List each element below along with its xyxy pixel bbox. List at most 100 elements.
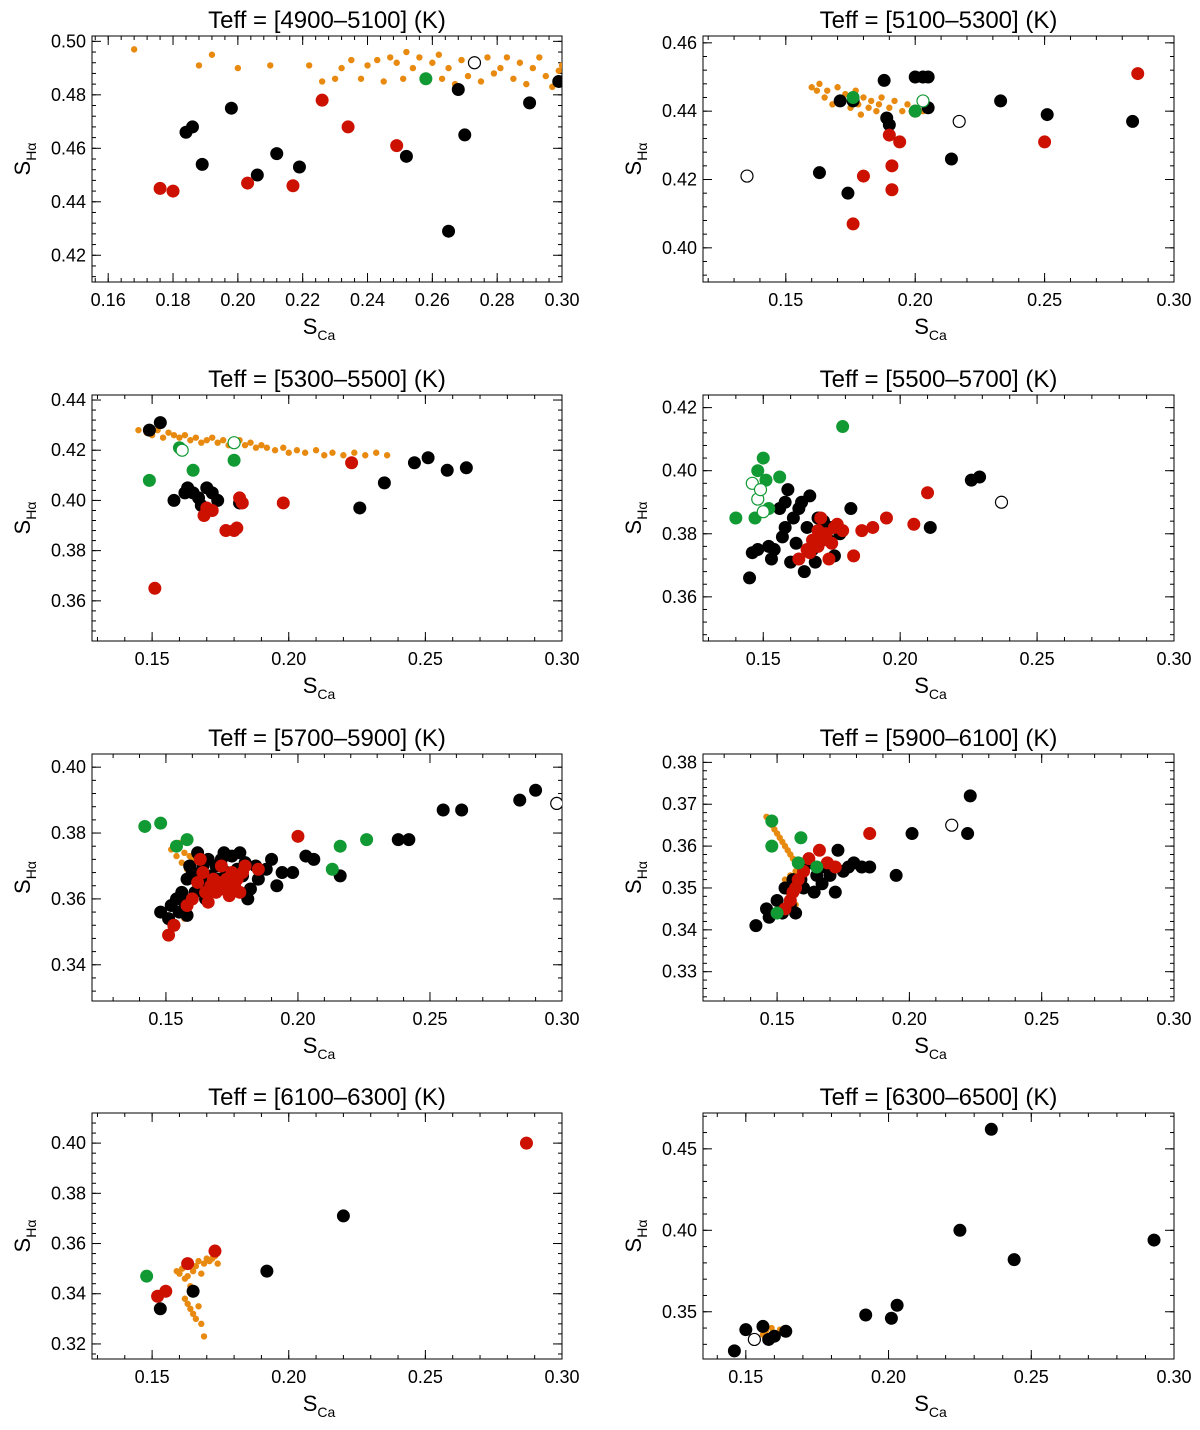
data-point-black [815,877,829,891]
y-tick-label: 0.38 [51,541,86,561]
data-point-orange [503,54,511,61]
data-point-red [196,866,210,880]
chart-title: Teff = [5700–5900] (K) [208,725,446,752]
data-point-orange [558,62,562,69]
data-point-red [148,581,162,595]
x-tick-label: 0.15 [746,649,781,669]
data-point-red [879,511,893,525]
data-point-orange [252,444,260,451]
data-point-red [238,859,252,873]
data-point-black [270,147,284,161]
data-point-red [802,852,816,866]
data-point-green [836,420,850,434]
data-point-orange [195,1257,202,1265]
data-point-black [751,543,765,557]
data-point-red [863,827,877,841]
x-axis-label-subscript: Ca [929,1046,947,1062]
data-point-black [786,511,800,525]
data-point-orange [170,431,178,439]
data-point-green [765,814,779,828]
data-point-red [882,128,896,142]
data-point-orange [312,447,320,454]
data-point-red [185,892,199,906]
data-point-orange [497,64,504,72]
y-tick-label: 0.36 [51,591,86,611]
data-point-black [756,1319,770,1333]
data-point-red [286,179,300,193]
data-point-orange [234,64,242,72]
data-point-black [1126,114,1140,128]
data-point-red [921,486,935,500]
data-point-orange [516,59,524,66]
y-tick-label: 0.33 [662,962,697,982]
data-point-orange [271,447,279,454]
data-point-black [1040,108,1054,122]
y-tick-label: 0.45 [662,1139,697,1159]
data-point-red [214,859,228,873]
data-point-green [759,473,773,487]
y-tick-label: 0.36 [51,1234,86,1254]
data-point-green [169,839,183,853]
x-axis-label-subscript: Ca [317,686,335,702]
data-points [749,789,977,933]
data-point-black [442,224,456,238]
data-point-orange [178,859,185,866]
data-point-red [812,843,826,857]
data-point-orange [241,442,249,449]
data-point-orange [904,101,911,108]
x-tick-label: 0.30 [544,1009,579,1029]
data-point-red [181,1257,195,1271]
y-tick-label: 0.40 [51,490,86,510]
data-point-orange [821,94,828,101]
data-point-green [791,856,805,870]
data-point-black [153,1302,167,1316]
data-point-orange [416,54,423,61]
y-axis-label-subscript: Hα [23,1220,39,1238]
data-point-red [519,1136,533,1150]
data-point-orange [301,449,309,456]
y-tick-label: 0.36 [662,836,697,856]
data-point-red [866,520,880,534]
data-point-orange [824,87,831,94]
x-axis-label-subscript: Ca [929,327,947,343]
y-axis-label: SHα [621,861,650,894]
data-point-black [243,882,257,896]
x-axis-label-subscript: Ca [317,1046,335,1062]
data-point-black [250,168,264,182]
data-point-black [833,94,847,108]
data-point-green-open [227,436,241,450]
data-point-red [885,183,899,197]
x-tick-label: 0.30 [1156,290,1191,310]
data-point-black [841,186,855,200]
x-tick-label: 0.30 [1156,1009,1191,1029]
x-tick-label: 0.25 [408,649,443,669]
data-point-black [767,543,781,557]
y-axis-label: SHα [10,861,39,894]
data-point-black [961,827,975,841]
plot-frame [91,1112,563,1360]
data-point-orange [364,62,371,69]
data-point-green [794,831,808,845]
data-point-orange [555,67,562,74]
data-point-black [863,860,877,874]
data-point-orange [484,54,491,61]
y-tick-label: 0.32 [51,1334,86,1354]
y-axis-label-subscript: Hα [634,861,650,879]
data-point-orange [159,434,167,441]
data-point-black [175,885,189,899]
data-point-black [882,118,896,132]
data-point-orange [435,51,443,58]
data-point-red [191,875,205,889]
plot-frame [702,394,1175,642]
data-point-black [770,894,784,908]
data-point-green [770,906,784,920]
x-tick-label: 0.15 [135,649,170,669]
data-point-red [251,862,265,876]
x-axis-label-subscript: Ca [317,1404,335,1420]
data-point-green [142,473,156,487]
data-point-green [227,453,241,467]
data-point-orange [192,434,200,441]
data-point-orange [176,434,183,441]
data-point-red [836,524,850,538]
data-point-orange [781,876,789,883]
